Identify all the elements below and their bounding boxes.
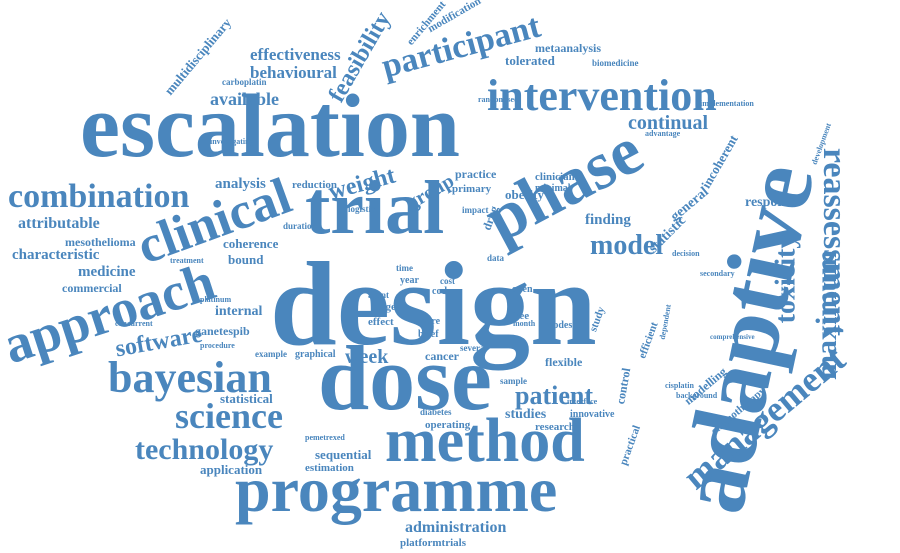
word-tolerated: tolerated	[505, 53, 555, 68]
word-procedure: procedure	[200, 341, 235, 350]
word-code: code	[432, 286, 452, 297]
word-year: year	[400, 275, 419, 286]
word-medicine: medicine	[78, 264, 136, 280]
word-practice: practice	[455, 167, 497, 181]
word-finding: finding	[585, 212, 631, 228]
word-studies: studies	[505, 407, 547, 422]
word-cisplatin: cisplatin	[665, 381, 694, 390]
word-coherence: coherence	[223, 236, 279, 251]
word-reduction: reduction	[292, 179, 338, 191]
word-trial: trial	[305, 166, 445, 250]
word-science: science	[175, 396, 283, 436]
word-application: application	[200, 462, 263, 477]
word-internal: internal	[215, 304, 263, 319]
word-agent: agent	[368, 290, 389, 300]
word-combination: combination	[8, 178, 190, 215]
word-control: control	[613, 366, 634, 406]
word-advantage: advantage	[645, 129, 681, 138]
word-maximum: maximum	[810, 250, 843, 380]
word-brief: brief	[418, 329, 439, 340]
word-analysis: analysis	[215, 176, 266, 192]
word-impact: impact	[462, 205, 489, 215]
word-innovative: innovative	[570, 409, 615, 420]
word-platformtrials: platformtrials	[400, 537, 466, 549]
word-time: time	[396, 263, 413, 273]
word-open: open	[512, 284, 533, 295]
word-diabetes: diabetes	[420, 407, 452, 417]
word-mesothelioma: mesothelioma	[65, 235, 136, 249]
word-concurrent: concurrent	[115, 319, 153, 328]
word-modest: modest	[545, 320, 576, 331]
word-randomised: randomised	[478, 95, 519, 104]
word-method: method	[385, 407, 585, 475]
word-metaanalysis: metaanalysis	[535, 41, 601, 55]
word-several: several	[460, 343, 487, 353]
word-primary: primary	[452, 183, 492, 195]
word-free: free	[511, 310, 530, 322]
word-escalation: escalation	[80, 77, 460, 176]
word-practical: practical	[617, 423, 644, 467]
word-data: data	[487, 253, 505, 263]
word-programme: programme	[235, 454, 558, 525]
word-more: more	[418, 316, 441, 327]
word-stage: stage	[372, 301, 396, 313]
word-implementation: implementation	[700, 99, 754, 108]
word-dose: dose	[318, 327, 492, 429]
word-technology: technology	[135, 433, 274, 466]
word-week: week	[345, 346, 389, 368]
word-logistic: logistic	[348, 204, 375, 214]
word-patient: patient	[515, 381, 593, 410]
word-characteristic: characteristic	[12, 247, 100, 263]
word-treatment: treatment	[170, 256, 204, 265]
word-graphical: graphical	[295, 349, 336, 360]
word-biomedicine: biomedicine	[592, 58, 639, 68]
word-operating: operating	[425, 419, 471, 431]
word-dependent: dependent	[657, 303, 673, 341]
word-comprehensive: comprehensive	[710, 333, 755, 341]
word-efficient: efficient	[636, 320, 661, 361]
word-interface: interface	[567, 397, 598, 406]
word-bayesian: bayesian	[108, 353, 272, 402]
word-research: research	[535, 421, 575, 433]
word-carboplatin: carboplatin	[222, 77, 267, 87]
word-intervention: intervention	[487, 71, 717, 120]
word-bound: bound	[228, 252, 264, 267]
word-model: model	[590, 230, 664, 261]
word-duration: duration	[283, 221, 317, 231]
word-ganetespib: ganetespib	[195, 324, 250, 338]
word-pemetrexed: pemetrexed	[305, 433, 345, 442]
word-cancer: cancer	[425, 349, 459, 363]
word-month: month	[513, 319, 536, 328]
word-effect: effect	[368, 316, 394, 328]
word-platinum: platinum	[200, 295, 232, 304]
word-investigating: investigating	[210, 137, 254, 146]
word-effectiveness: effectiveness	[250, 45, 341, 64]
word-secondary: secondary	[700, 269, 735, 278]
word-cost: cost	[440, 276, 455, 286]
word-behavioural: behavioural	[250, 63, 337, 82]
word-minimal: minimal	[535, 183, 571, 194]
word-toxicity: toxicity	[770, 234, 802, 324]
word-attributable: attributable	[18, 215, 100, 232]
word-statistical: statistical	[220, 391, 273, 406]
word-obesity: obesity	[505, 187, 544, 202]
word-available: available	[210, 89, 280, 109]
word-design: design	[270, 237, 597, 370]
word-continual: continual	[628, 112, 709, 134]
word-administration: administration	[405, 519, 507, 536]
word-background: background	[676, 391, 718, 400]
word-estimation: estimation	[305, 462, 354, 474]
word-decision: decision	[672, 249, 700, 258]
word-clinician: clinician	[535, 171, 575, 183]
word-sample: sample	[500, 376, 527, 386]
word-response: response	[745, 195, 797, 210]
word-example: example	[255, 349, 287, 359]
word-commercial: commercial	[62, 281, 122, 295]
word-flexible: flexible	[545, 355, 583, 369]
word-sequential: sequential	[315, 447, 372, 462]
